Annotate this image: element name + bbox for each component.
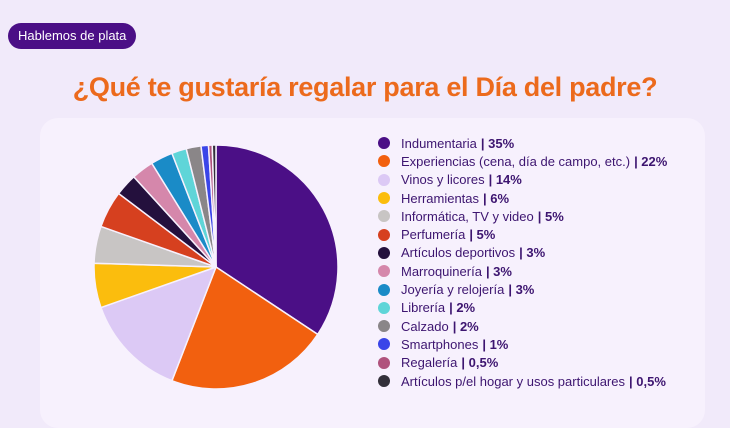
legend-label: Joyería y relojería [401,282,505,298]
legend-dot-icon [378,338,390,351]
pie-slice [211,144,217,268]
legend-item: Indumentaria | 35% [378,134,667,152]
legend-value: | 2% [452,318,479,334]
legend-value: | 3% [519,245,546,261]
legend-label: Perfumería [401,227,466,243]
legend-item: Librería | 2% [378,299,667,317]
legend-label: Artículos p/el hogar y usos particulares [401,373,625,389]
legend-dot-icon [378,155,390,168]
legend-dot-icon [378,228,390,241]
legend-item: Vinos y licores | 14% [378,171,667,189]
legend-item: Artículos p/el hogar y usos particulares… [378,372,667,390]
legend-item: Joyería y relojería | 3% [378,280,667,298]
legend-label: Smartphones [401,336,479,352]
legend-item: Informática, TV y video | 5% [378,207,667,225]
legend-value: | 5% [469,227,496,243]
legend-dot-icon [378,192,390,205]
legend-label: Herramientas [401,190,480,206]
legend-dot-icon [378,137,390,150]
legend-dot-icon [378,265,390,278]
category-badge: Hablemos de plata [8,23,137,49]
legend-item: Calzado | 2% [378,317,667,335]
legend-label: Librería [401,300,446,316]
legend-dot-icon [378,283,390,296]
legend-dot-icon [378,320,390,333]
legend-item: Artículos deportivos | 3% [378,244,667,262]
legend-dot-icon [378,356,390,369]
pie-slice [99,265,218,382]
legend-label: Indumentaria [401,135,477,151]
legend-label: Regalería [401,355,458,371]
legend-label: Calzado [401,318,449,334]
legend-label: Informática, TV y video [401,208,534,224]
legend-label: Experiencias (cena, día de campo, etc.) [401,153,631,169]
legend: Indumentaria | 35% Experiencias (cena, día… [378,134,667,390]
legend-value: | 1% [482,336,509,352]
pie-chart [93,144,339,390]
legend-value: | 5% [537,208,564,224]
legend-value: | 0,5% [461,355,499,371]
legend-value: | 22% [634,153,668,169]
legend-item: Regalería | 0,5% [378,354,667,372]
legend-label: Marroquinería [401,263,482,279]
legend-item: Experiencias (cena, día de campo, etc.) |… [378,152,667,170]
legend-value: | 35% [480,135,515,151]
legend-dot-icon [378,210,390,223]
legend-dot-icon [378,301,390,314]
legend-value: | 3% [508,282,535,298]
pie-slice [170,265,319,390]
legend-label: Vinos y licores [401,172,485,188]
legend-value: | 14% [488,172,522,188]
legend-value: | 2% [449,300,476,316]
legend-value: | 0,5% [629,373,666,389]
legend-item: Perfumería | 5% [378,225,667,243]
legend-item: Herramientas | 6% [378,189,667,207]
legend-dot-icon [378,246,390,259]
chart-title: ¿Qué te gustaría regalar para el Día del… [72,72,658,102]
legend-dot-icon [378,173,390,186]
legend-item: Smartphones | 1% [378,335,667,353]
legend-item: Marroquinería | 3% [378,262,667,280]
legend-value: | 6% [483,190,510,206]
legend-dot-icon [378,375,390,387]
legend-value: | 3% [485,263,512,279]
legend-label: Artículos deportivos [401,245,516,261]
